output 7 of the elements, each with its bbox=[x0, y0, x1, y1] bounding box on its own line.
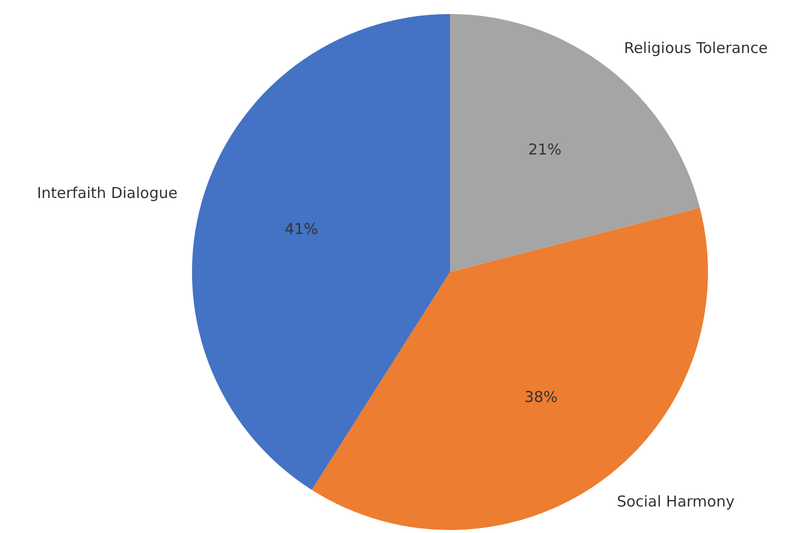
slice-label: Religious Tolerance bbox=[624, 38, 768, 57]
slice-label: Social Harmony bbox=[616, 492, 735, 511]
pie-slice bbox=[192, 14, 450, 490]
data-label: 38% bbox=[524, 388, 558, 406]
data-label: 41% bbox=[284, 220, 318, 238]
data-label: 21% bbox=[528, 140, 562, 159]
slice-label: Interfaith Dialogue bbox=[36, 184, 178, 202]
